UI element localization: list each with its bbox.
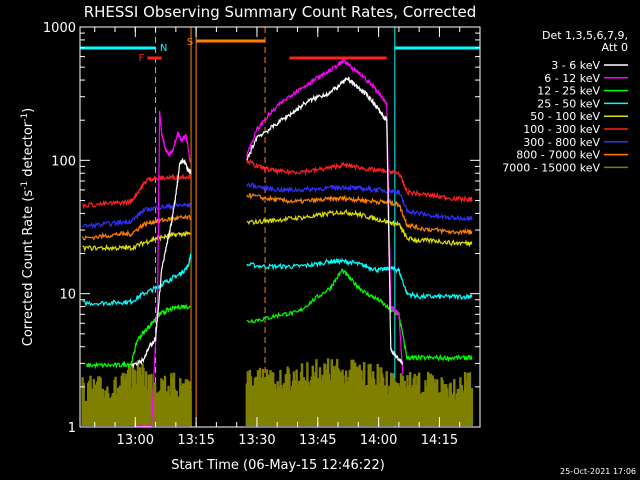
x-axis-label: Start Time (06-May-15 12:46:22) <box>171 458 385 473</box>
legend-label-6-12-keV: 6 - 12 keV <box>544 72 600 85</box>
y-tick-label: 10 <box>59 288 76 303</box>
series-line-7000-15000-keV <box>81 358 474 426</box>
series-line-800-7000-keV <box>82 192 473 241</box>
y-axis-label-sup1: -1 <box>20 181 30 190</box>
x-tick-label: 13:45 <box>299 433 336 448</box>
series-line-12-25-keV <box>86 268 473 370</box>
plot-frame <box>79 26 481 428</box>
legend-label-800-7000-keV: 800 - 7000 keV <box>516 149 600 162</box>
saa-flag-label: S <box>187 37 193 48</box>
series-line-100-300-keV <box>82 158 473 210</box>
x-tick-label: 14:15 <box>421 433 458 448</box>
legend-label-3-6-keV: 3 - 6 keV <box>551 59 600 72</box>
series-layer <box>81 58 474 428</box>
axes-layer: 1 10 100 1000 13:00 13:15 13:30 13:45 14:00 14:15 <box>43 21 481 448</box>
y-axis-label-sup2: -1 <box>20 113 30 122</box>
series-line-25-50-keV <box>82 253 473 308</box>
x-tick-label: 13:15 <box>177 433 214 448</box>
y-axis-label: Corrected Count Rate (s-1 detector-1) <box>20 108 36 346</box>
legend-label-25-50-keV: 25 - 50 keV <box>537 97 600 110</box>
chart-title: RHESSI Observing Summary Count Rates, Co… <box>84 3 477 21</box>
legend-header-line1: Det 1,3,5,6,7,9, <box>542 29 628 42</box>
y-tick-label: 1000 <box>43 21 76 36</box>
y-tick-label: 100 <box>51 154 76 169</box>
legend-label-7000-15000-keV: 7000 - 15000 keV <box>502 161 600 174</box>
legend-header-line2: Att 0 <box>602 41 628 54</box>
series-line-3-6-keV <box>130 76 404 370</box>
legend-label-50-100-keV: 50 - 100 keV <box>530 110 600 123</box>
y-axis-label-mid: detector <box>21 121 36 181</box>
footer-date: 25-Oct-2021 17:06 <box>560 467 636 476</box>
series-line-50-100-keV <box>82 209 473 253</box>
legend-label-100-300-keV: 100 - 300 keV <box>523 123 600 136</box>
series-line-300-800-keV <box>82 182 473 230</box>
legend-label-300-800-keV: 300 - 800 keV <box>523 136 600 149</box>
y-axis-label-main: Corrected Count Rate (s <box>21 190 36 347</box>
x-tick-label: 14:00 <box>360 433 397 448</box>
night-flag-label: N <box>160 43 167 54</box>
y-axis-label-end: ) <box>21 108 36 113</box>
legend-label-12-25-keV: 12 - 25 keV <box>537 85 600 98</box>
x-tick-label: 13:30 <box>238 433 275 448</box>
y-tick-label: 1 <box>68 421 76 436</box>
series-line-6-12-keV <box>135 58 404 428</box>
flare-flag-label: F <box>138 53 144 64</box>
x-tick-label: 13:00 <box>117 433 154 448</box>
